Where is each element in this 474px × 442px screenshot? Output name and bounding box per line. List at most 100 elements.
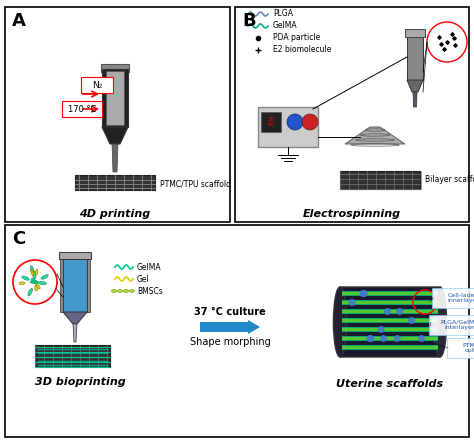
FancyBboxPatch shape xyxy=(342,345,438,350)
Circle shape xyxy=(380,335,387,342)
Ellipse shape xyxy=(36,284,40,289)
Ellipse shape xyxy=(433,287,447,357)
Circle shape xyxy=(359,290,366,297)
Ellipse shape xyxy=(111,290,117,293)
FancyBboxPatch shape xyxy=(258,107,318,147)
FancyBboxPatch shape xyxy=(342,310,438,313)
Ellipse shape xyxy=(35,269,38,275)
FancyBboxPatch shape xyxy=(235,7,469,222)
Ellipse shape xyxy=(19,282,25,284)
Text: 20
kV: 20 kV xyxy=(267,117,274,127)
Text: C: C xyxy=(12,230,25,248)
FancyBboxPatch shape xyxy=(62,101,102,117)
Text: BMSCs: BMSCs xyxy=(137,286,163,296)
Text: PTMC/TPU scaffold: PTMC/TPU scaffold xyxy=(160,179,231,188)
Ellipse shape xyxy=(333,287,346,357)
FancyBboxPatch shape xyxy=(81,77,113,93)
Ellipse shape xyxy=(35,285,37,291)
FancyBboxPatch shape xyxy=(102,69,128,127)
FancyBboxPatch shape xyxy=(5,7,230,222)
Circle shape xyxy=(287,114,303,130)
Text: 3D bioprinting: 3D bioprinting xyxy=(35,377,126,387)
Text: Cell-laden
innerlayer: Cell-laden innerlayer xyxy=(447,293,474,303)
Circle shape xyxy=(427,22,467,62)
Polygon shape xyxy=(345,127,405,144)
Text: Electrospinning: Electrospinning xyxy=(303,209,401,219)
Polygon shape xyxy=(102,127,128,144)
FancyBboxPatch shape xyxy=(342,328,438,331)
Ellipse shape xyxy=(118,290,122,293)
Circle shape xyxy=(394,335,401,342)
Polygon shape xyxy=(413,92,417,107)
FancyBboxPatch shape xyxy=(342,318,438,323)
Polygon shape xyxy=(73,324,77,342)
FancyBboxPatch shape xyxy=(342,336,438,341)
FancyBboxPatch shape xyxy=(342,300,438,305)
Text: B: B xyxy=(242,12,255,30)
FancyBboxPatch shape xyxy=(342,292,438,295)
Text: PTMC/TPU
outlayer: PTMC/TPU outlayer xyxy=(462,343,474,354)
FancyBboxPatch shape xyxy=(429,315,474,335)
Circle shape xyxy=(13,260,57,304)
Circle shape xyxy=(348,299,356,306)
FancyBboxPatch shape xyxy=(60,257,63,312)
Ellipse shape xyxy=(28,289,32,296)
Ellipse shape xyxy=(31,270,34,275)
FancyBboxPatch shape xyxy=(342,291,438,296)
FancyBboxPatch shape xyxy=(106,71,124,125)
Ellipse shape xyxy=(129,290,135,293)
FancyBboxPatch shape xyxy=(87,257,90,312)
Text: GelMA: GelMA xyxy=(273,22,298,30)
Circle shape xyxy=(366,335,373,342)
Circle shape xyxy=(367,335,374,342)
FancyBboxPatch shape xyxy=(5,225,469,437)
FancyBboxPatch shape xyxy=(101,64,129,72)
FancyBboxPatch shape xyxy=(261,112,281,132)
Circle shape xyxy=(302,114,318,130)
Ellipse shape xyxy=(30,266,34,274)
Circle shape xyxy=(418,335,425,342)
Circle shape xyxy=(396,308,403,315)
FancyBboxPatch shape xyxy=(432,288,474,308)
Text: 170 °C: 170 °C xyxy=(68,104,96,114)
Text: N₂: N₂ xyxy=(92,80,102,89)
Text: Shape morphing: Shape morphing xyxy=(190,337,270,347)
Circle shape xyxy=(377,326,384,333)
Text: 37 °C culture: 37 °C culture xyxy=(194,307,266,317)
FancyBboxPatch shape xyxy=(342,309,438,314)
Ellipse shape xyxy=(41,274,48,279)
Text: GelMA: GelMA xyxy=(137,263,162,271)
FancyArrow shape xyxy=(200,320,260,334)
Ellipse shape xyxy=(30,281,38,283)
FancyBboxPatch shape xyxy=(35,345,110,367)
FancyBboxPatch shape xyxy=(447,338,474,358)
FancyBboxPatch shape xyxy=(342,301,438,304)
Ellipse shape xyxy=(124,290,128,293)
Circle shape xyxy=(361,290,368,297)
Text: 4D printing: 4D printing xyxy=(79,209,151,219)
Polygon shape xyxy=(112,144,118,172)
Text: Gel: Gel xyxy=(137,274,150,283)
FancyBboxPatch shape xyxy=(342,337,438,340)
Text: Bilayer scaffold: Bilayer scaffold xyxy=(425,175,474,184)
Circle shape xyxy=(384,308,391,315)
FancyBboxPatch shape xyxy=(407,35,423,80)
Text: Uterine scaffolds: Uterine scaffolds xyxy=(337,379,444,389)
FancyBboxPatch shape xyxy=(59,252,91,259)
FancyBboxPatch shape xyxy=(405,29,425,37)
FancyBboxPatch shape xyxy=(340,287,440,357)
Polygon shape xyxy=(63,312,87,324)
FancyBboxPatch shape xyxy=(342,319,438,322)
Text: E2 biomolecule: E2 biomolecule xyxy=(273,46,331,54)
Text: PLGA/GelMA
interlayer: PLGA/GelMA interlayer xyxy=(441,320,474,331)
Ellipse shape xyxy=(33,271,36,279)
Ellipse shape xyxy=(38,282,46,285)
Text: PLGA: PLGA xyxy=(273,9,293,19)
Text: PDA particle: PDA particle xyxy=(273,34,320,42)
Text: A: A xyxy=(12,12,26,30)
FancyBboxPatch shape xyxy=(342,327,438,332)
Polygon shape xyxy=(407,80,423,92)
Ellipse shape xyxy=(31,278,37,284)
FancyBboxPatch shape xyxy=(340,171,420,189)
FancyBboxPatch shape xyxy=(63,257,87,312)
